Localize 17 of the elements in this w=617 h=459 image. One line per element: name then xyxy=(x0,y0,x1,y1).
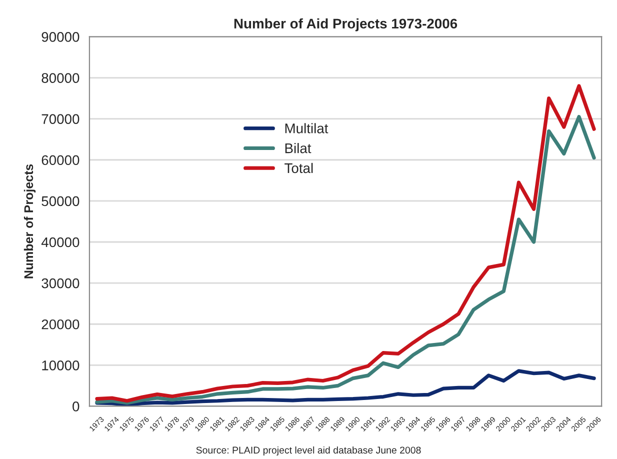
y-tick-label: 60000 xyxy=(42,155,80,166)
chart-title: Number of Aid Projects 1973-2006 xyxy=(234,18,458,32)
y-tick-label: 40000 xyxy=(41,237,80,248)
y-axis-title: Number of Projects xyxy=(24,164,36,278)
y-tick-label: 20000 xyxy=(42,319,80,330)
y-tick-label: 90000 xyxy=(42,32,80,42)
y-tick-label: 70000 xyxy=(42,114,80,124)
legend-label: Bilat xyxy=(285,143,312,154)
y-tick-label: 10000 xyxy=(42,360,80,370)
legend-label: Total xyxy=(284,162,313,174)
source-note: Source: PLAID project level aid database June 2008 xyxy=(196,446,421,456)
y-tick-label: 0 xyxy=(72,402,80,412)
line-series xyxy=(95,369,596,406)
legend-label: Multilat xyxy=(285,123,328,134)
y-tick-label: 50000 xyxy=(42,196,80,206)
y-tick-label: 80000 xyxy=(42,73,80,83)
y-tick-label: 30000 xyxy=(42,278,80,288)
